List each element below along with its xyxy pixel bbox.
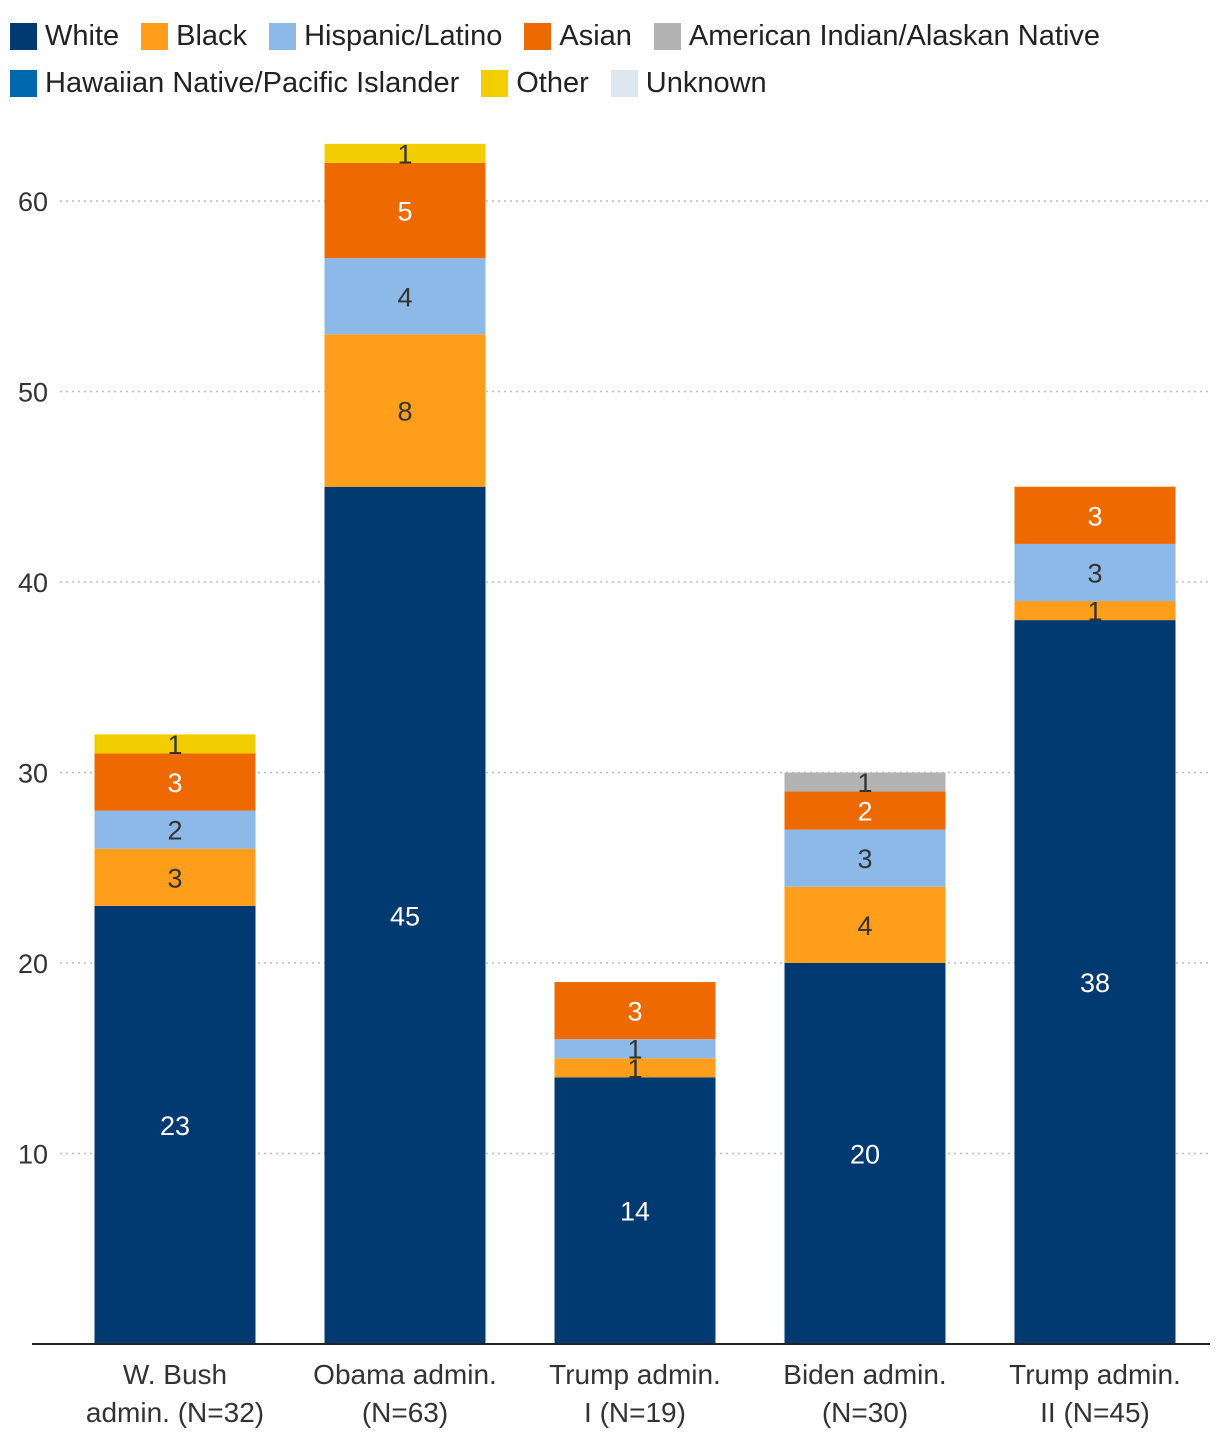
data-label: 1	[857, 768, 872, 798]
bar-segment	[1014, 601, 1176, 621]
legend-item[interactable]: Other	[481, 67, 589, 100]
data-label: 3	[167, 863, 182, 893]
data-label: 38	[1080, 968, 1110, 998]
legend-swatch	[610, 69, 638, 97]
bar-segment	[784, 791, 946, 830]
bar-segment	[94, 848, 256, 906]
data-label: 1	[397, 139, 412, 169]
legend-item[interactable]: Hawaiian Native/Pacific Islander	[10, 67, 459, 100]
bar-segment	[1014, 620, 1176, 1344]
data-label: 2	[167, 816, 182, 846]
data-label: 3	[1087, 501, 1102, 531]
legend-item[interactable]: Asian	[524, 20, 632, 53]
x-tick-label: Trump admin.	[549, 1359, 721, 1390]
bar-segment	[324, 258, 486, 335]
legend-item[interactable]: Hispanic/Latino	[269, 20, 502, 53]
data-label: 8	[397, 397, 412, 427]
bar-segment	[1014, 543, 1176, 602]
bar-segment	[324, 486, 486, 1344]
legend-label: Hispanic/Latino	[304, 19, 503, 52]
data-label: 5	[397, 197, 412, 227]
legend-item[interactable]: Unknown	[610, 66, 767, 100]
legend-swatch	[141, 22, 169, 50]
y-tick-label: 50	[18, 378, 48, 408]
data-label: 20	[850, 1140, 880, 1170]
bar-segment	[784, 829, 946, 887]
legend-item[interactable]: White	[10, 20, 119, 53]
bar-segment	[784, 886, 946, 963]
data-label: 2	[857, 797, 872, 827]
x-tick-label: Trump admin.	[1009, 1359, 1181, 1390]
bar-segment	[324, 334, 486, 487]
legend-swatch	[10, 22, 37, 50]
data-label: 23	[160, 1111, 190, 1141]
data-label: 45	[390, 901, 420, 931]
y-tick-label: 10	[18, 1140, 48, 1170]
bar-segment	[554, 1077, 716, 1344]
data-label: 3	[167, 768, 182, 798]
x-tick-label: admin. (N=32)	[86, 1397, 264, 1428]
legend-item[interactable]: Black	[141, 20, 247, 53]
legend-item[interactable]: American Indian/Alaskan Native	[653, 19, 1100, 53]
bar-segment	[94, 734, 256, 754]
data-label: 4	[857, 911, 872, 941]
data-label: 1	[627, 1054, 642, 1084]
y-tick-label: 20	[18, 949, 48, 979]
x-tick-label: II (N=45)	[1040, 1397, 1150, 1428]
data-label: 1	[167, 730, 182, 760]
x-tick-label: Obama admin.	[313, 1359, 497, 1390]
x-tick-label: Biden admin.	[783, 1359, 946, 1390]
chart-legend: White Black Hispanic/Latino Asian American I…	[10, 14, 1210, 108]
y-tick-label: 30	[18, 759, 48, 789]
bar-segment	[324, 162, 486, 259]
legend-swatch	[524, 22, 552, 50]
legend-label: Other	[516, 66, 589, 99]
data-label: 3	[627, 997, 642, 1027]
bar-segment	[554, 1058, 716, 1078]
legend-label: American Indian/Alaskan Native	[688, 19, 1100, 52]
data-label: 1	[627, 1035, 642, 1065]
bar-segment	[1014, 486, 1176, 544]
bar-segment	[554, 1039, 716, 1059]
bar-segment	[94, 905, 256, 1344]
bar-segment	[554, 982, 716, 1040]
legend-label: Hawaiian Native/Pacific Islander	[45, 66, 460, 99]
data-label: 14	[620, 1197, 650, 1227]
data-label: 3	[1087, 558, 1102, 588]
data-label: 1	[1087, 597, 1102, 627]
legend-label: Asian	[559, 19, 632, 52]
bar-segment	[784, 772, 946, 792]
x-tick-label: I (N=19)	[584, 1397, 686, 1428]
x-tick-label: (N=63)	[362, 1397, 448, 1428]
legend-label: Black	[176, 19, 248, 52]
x-tick-label: W. Bush	[123, 1359, 227, 1390]
legend-swatch	[653, 22, 681, 50]
data-label: 4	[397, 282, 412, 312]
legend-row: Hawaiian Native/Pacific Islander Other Unk…	[10, 61, 1210, 105]
legend-row: White Black Hispanic/Latino Asian American I…	[10, 14, 1210, 58]
legend-label: White	[45, 19, 120, 52]
legend-swatch	[10, 69, 37, 97]
x-tick-label: (N=30)	[822, 1397, 908, 1428]
bar-segment	[94, 810, 256, 849]
y-tick-label: 40	[18, 568, 48, 598]
legend-swatch	[269, 22, 297, 50]
bar-segment	[324, 143, 486, 163]
bar-segment	[94, 753, 256, 811]
legend-swatch	[481, 69, 509, 97]
legend-label: Unknown	[645, 66, 767, 99]
data-label: 3	[857, 844, 872, 874]
bar-segment	[784, 963, 946, 1344]
y-tick-label: 60	[18, 187, 48, 217]
